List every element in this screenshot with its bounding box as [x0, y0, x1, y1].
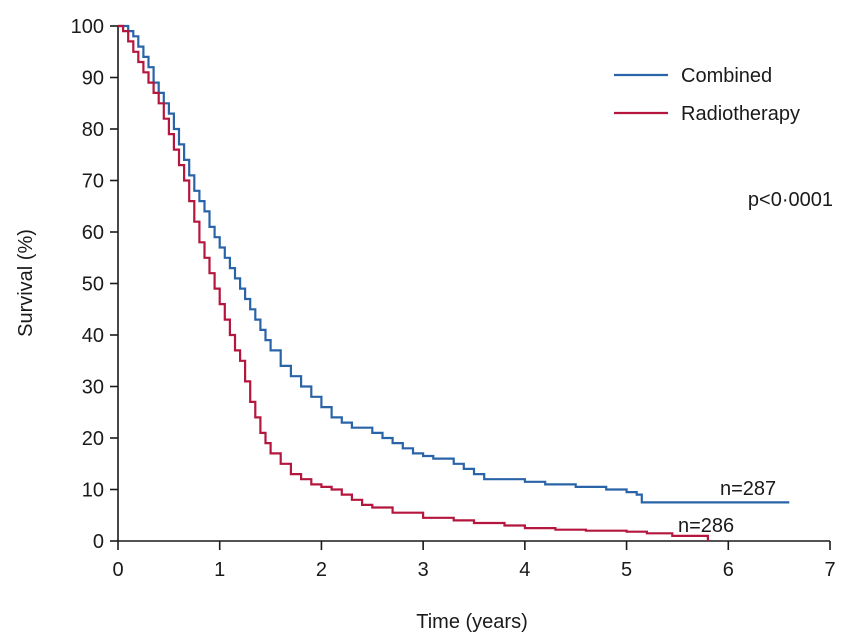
x-tick-label: 1 [214, 559, 225, 581]
y-tick-label: 20 [82, 428, 104, 450]
p-value-annotation: p<0·0001 [748, 189, 833, 211]
series-line-radiotherapy [118, 24, 709, 541]
legend-label-radiotherapy: Radiotherapy [681, 103, 800, 125]
legend-label-combined: Combined [681, 65, 772, 87]
y-tick-label: 50 [82, 274, 104, 296]
end-label-radiotherapy: n=286 [678, 515, 734, 537]
y-axis-title: Survival (%) [15, 229, 37, 337]
x-axis-title: Time (years) [416, 611, 527, 633]
y-tick-label: 40 [82, 325, 104, 347]
x-tick-label: 3 [418, 559, 429, 581]
x-tick-label: 4 [519, 559, 530, 581]
x-tick-label: 6 [723, 559, 734, 581]
series-layer [118, 24, 790, 541]
axes: 0 10 20 30 40 50 60 70 80 90 100 0 1 2 3 4 5 6 7 [71, 16, 836, 581]
y-tick-label: 30 [82, 377, 104, 399]
x-tick-label: 5 [621, 559, 632, 581]
legend: Combined Radiotherapy [614, 65, 800, 125]
y-tick-label: 90 [82, 68, 104, 90]
y-tick-label: 100 [71, 16, 104, 38]
y-tick-label: 70 [82, 171, 104, 193]
y-tick-label: 10 [82, 480, 104, 502]
y-tick-label: 60 [82, 222, 104, 244]
y-tick-label: 0 [93, 531, 104, 553]
x-tick-label: 0 [112, 559, 123, 581]
y-tick-label: 80 [82, 119, 104, 141]
x-tick-label: 7 [824, 559, 835, 581]
end-label-combined: n=287 [720, 478, 776, 500]
x-tick-label: 2 [316, 559, 327, 581]
series-line-combined [118, 24, 790, 504]
